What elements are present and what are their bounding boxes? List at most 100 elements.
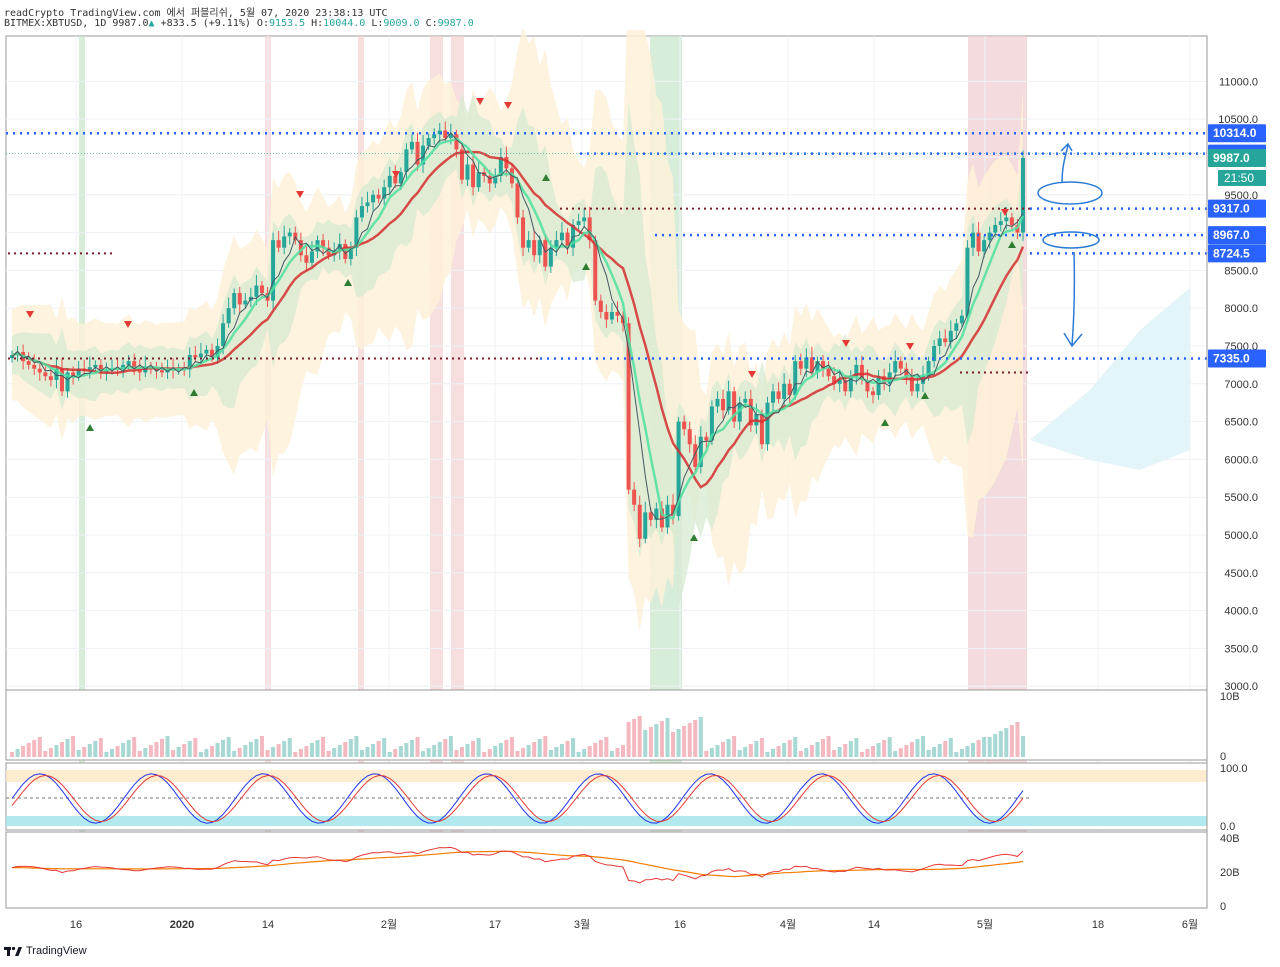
candle-body [254, 285, 259, 297]
volume-bar [859, 752, 864, 757]
candle-body [487, 175, 492, 184]
volume-bar [332, 748, 337, 757]
volume-bar [432, 745, 437, 757]
signal-triangle-icon [476, 98, 484, 105]
volume-bar [121, 743, 126, 757]
price-tick-label: 4500.0 [1224, 568, 1258, 580]
close-value: 9987.0 [437, 18, 474, 29]
candle-body [126, 361, 131, 365]
step-line [11, 132, 1024, 520]
volume-bar [459, 747, 464, 757]
obv-line [11, 846, 1024, 884]
volume-bar [48, 748, 53, 757]
signal-triangle-icon [842, 340, 850, 347]
candle-body [671, 504, 676, 517]
volume-bar [159, 739, 164, 757]
volume-bar [759, 738, 764, 757]
volume-bar [198, 752, 203, 757]
candle-body [304, 255, 309, 263]
volume-bar [554, 747, 559, 757]
volume-bar [443, 739, 448, 757]
volume-bar [426, 748, 431, 757]
signal-triangle-icon [26, 311, 34, 318]
footer[interactable]: TradingView [4, 945, 87, 957]
annotations[interactable] [26, 98, 1103, 541]
volume-bar [315, 740, 320, 757]
signal-triangle-icon [296, 191, 304, 198]
volume-bar [371, 744, 376, 757]
candle-body [782, 383, 787, 399]
volume-bar [393, 749, 398, 757]
volume-bar [832, 750, 837, 757]
price-axis[interactable]: 3000.0 3500.0 4000.0 4500.0 5000.0 5500.0 6000… [1206, 36, 1266, 908]
volume-bar [965, 746, 970, 757]
horizontal-levels[interactable] [6, 131, 1207, 374]
volume-bar [693, 720, 698, 757]
candle-body [76, 368, 81, 377]
publish-info: readCrypto TradingView.com 에서 퍼블리쉬, 5월 0… [4, 8, 388, 19]
time-tick-label: 6월 [1182, 918, 1198, 931]
volume-bar [876, 743, 881, 757]
signal-triangle-icon [124, 321, 132, 328]
volume-bar [448, 736, 453, 757]
volume-bar [421, 751, 426, 757]
volume-bar [815, 742, 820, 757]
countdown-box [1218, 169, 1266, 186]
volume-bar [193, 738, 198, 757]
candle-body [582, 217, 587, 222]
time-axis[interactable]: 16 2020 14 2월 17 3월 16 4월 14 5월 18 6월 [70, 918, 1198, 931]
symbol-name[interactable]: BITMEX:XBTUSD, 1D [4, 18, 107, 29]
volume-bar [54, 745, 59, 757]
candle-body [1009, 217, 1014, 226]
volume-bar [354, 736, 359, 757]
volume-bar [665, 718, 670, 757]
candle-body [548, 247, 553, 267]
candle-body [198, 353, 203, 358]
volume-bar [348, 739, 353, 757]
volume-bar [798, 751, 803, 757]
volume-bar [743, 747, 748, 757]
volume-bar [709, 748, 714, 757]
candle-body [287, 232, 292, 237]
high-label: H: [311, 18, 324, 29]
price-tick-label: 4000.0 [1224, 606, 1258, 618]
candle-body [104, 370, 109, 373]
volume-bar [465, 744, 470, 757]
volume-bar [737, 750, 742, 757]
candle-body [132, 361, 137, 369]
signal-triangle-icon [504, 102, 512, 109]
candle-body [743, 398, 748, 403]
volume-bar [176, 747, 181, 757]
volume-bar [115, 746, 120, 757]
candle-body [43, 372, 48, 377]
price-label-box [1208, 124, 1266, 143]
candle-body [504, 156, 509, 169]
volume-bar [309, 743, 314, 757]
volume-bar [215, 743, 220, 757]
volume-bar [532, 742, 537, 757]
candle-body [721, 398, 726, 411]
volume-bar [182, 744, 187, 757]
volume-bar [926, 750, 931, 757]
candle-body [282, 236, 287, 248]
volume-bar [621, 745, 626, 757]
volume-bar [721, 742, 726, 757]
candle-body [204, 349, 209, 354]
candle-body [832, 376, 837, 384]
volume-bar [843, 744, 848, 757]
candle-body [237, 293, 242, 305]
candle-body [915, 383, 920, 392]
candle-body [259, 285, 264, 294]
volume-bar [415, 737, 420, 757]
price-tick-label: 6500.0 [1224, 417, 1258, 429]
volume-bar [509, 737, 514, 757]
price-tick-label: 8000.0 [1224, 303, 1258, 315]
candle-body [232, 293, 237, 309]
volume-bar [537, 739, 542, 757]
candle-body [515, 183, 520, 218]
signal-triangle-icon [906, 343, 914, 350]
volume-bar [659, 721, 664, 757]
candle-body [976, 232, 981, 252]
